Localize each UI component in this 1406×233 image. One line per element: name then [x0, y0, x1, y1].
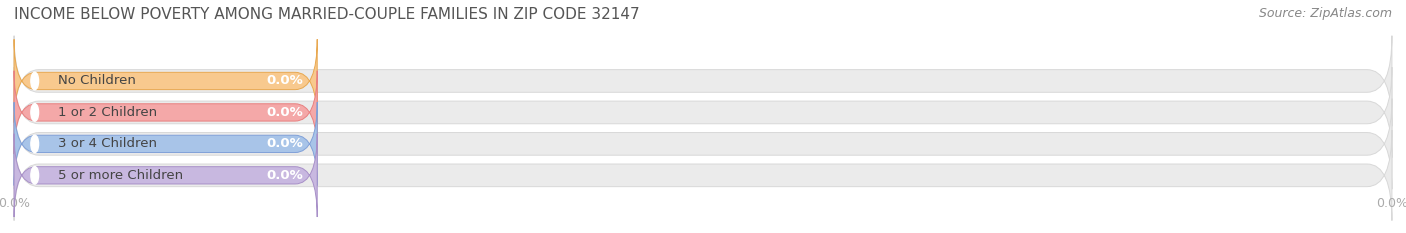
- FancyBboxPatch shape: [14, 39, 318, 123]
- Circle shape: [31, 167, 38, 184]
- Text: 3 or 4 Children: 3 or 4 Children: [58, 137, 157, 150]
- Text: 0.0%: 0.0%: [267, 137, 304, 150]
- Circle shape: [31, 72, 38, 90]
- Text: No Children: No Children: [58, 75, 136, 87]
- FancyBboxPatch shape: [14, 67, 1392, 158]
- Circle shape: [31, 104, 38, 121]
- FancyBboxPatch shape: [14, 99, 1392, 189]
- Text: 0.0%: 0.0%: [267, 75, 304, 87]
- Circle shape: [31, 135, 38, 153]
- Text: 0.0%: 0.0%: [267, 169, 304, 182]
- Text: 5 or more Children: 5 or more Children: [58, 169, 183, 182]
- FancyBboxPatch shape: [14, 36, 1392, 126]
- FancyBboxPatch shape: [14, 71, 318, 154]
- FancyBboxPatch shape: [14, 134, 318, 217]
- Text: 1 or 2 Children: 1 or 2 Children: [58, 106, 157, 119]
- Text: Source: ZipAtlas.com: Source: ZipAtlas.com: [1258, 7, 1392, 20]
- Text: 0.0%: 0.0%: [267, 106, 304, 119]
- FancyBboxPatch shape: [14, 102, 318, 185]
- FancyBboxPatch shape: [14, 130, 1392, 221]
- Text: INCOME BELOW POVERTY AMONG MARRIED-COUPLE FAMILIES IN ZIP CODE 32147: INCOME BELOW POVERTY AMONG MARRIED-COUPL…: [14, 7, 640, 22]
